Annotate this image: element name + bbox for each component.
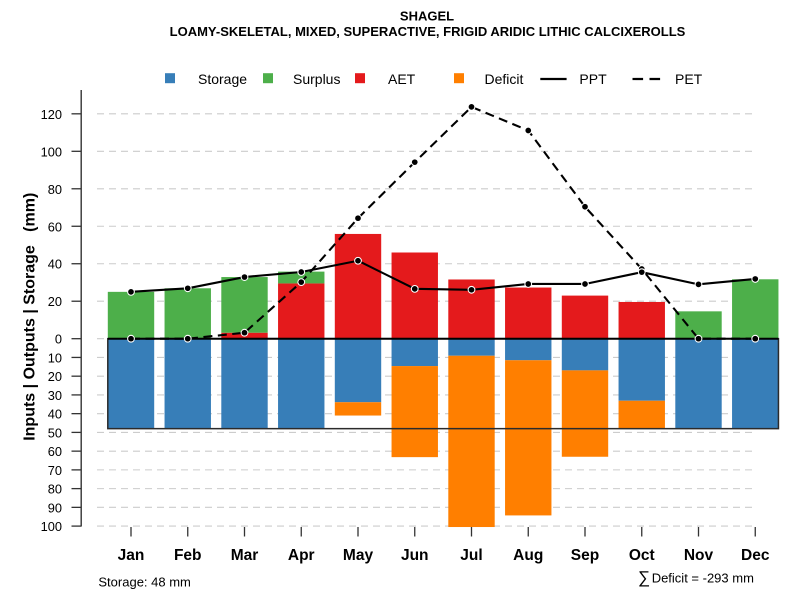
svg-text:Apr: Apr [288,547,315,564]
svg-text:90: 90 [48,500,62,515]
svg-text:0: 0 [55,332,62,347]
svg-text:Sep: Sep [571,547,599,564]
svg-text:Deficit = -293 mm: Deficit = -293 mm [652,570,754,585]
svg-text:Aug: Aug [513,547,543,564]
svg-text:Feb: Feb [174,547,202,564]
svg-text:40: 40 [48,407,62,422]
svg-text:LOAMY-SKELETAL, MIXED, SUPERAC: LOAMY-SKELETAL, MIXED, SUPERACTIVE, FRIG… [170,24,686,39]
svg-text:20: 20 [48,369,62,384]
svg-text:Jul: Jul [460,547,482,564]
svg-text:Jan: Jan [118,547,145,564]
svg-text:Mar: Mar [231,547,259,564]
svg-text:SHAGEL: SHAGEL [400,9,454,24]
svg-text:Oct: Oct [629,547,655,564]
svg-text:20: 20 [48,294,62,309]
svg-text:Deficit: Deficit [485,71,524,87]
svg-text:70: 70 [48,463,62,478]
svg-text:100: 100 [41,519,62,534]
svg-text:80: 80 [48,182,62,197]
svg-text:30: 30 [48,388,62,403]
svg-text:Surplus: Surplus [293,71,340,87]
svg-text:Storage: 48 mm: Storage: 48 mm [98,575,190,590]
svg-text:Nov: Nov [684,547,714,564]
svg-text:Jun: Jun [401,547,429,564]
svg-text:Storage: Storage [198,71,247,87]
svg-text:100: 100 [41,144,62,159]
svg-text:80: 80 [48,482,62,497]
svg-text:60: 60 [48,444,62,459]
svg-text:PPT: PPT [579,71,607,87]
svg-text:AET: AET [388,71,416,87]
svg-text:PET: PET [675,71,703,87]
svg-text:Dec: Dec [741,547,770,564]
svg-text:∑: ∑ [638,568,650,587]
svg-text:50: 50 [48,425,62,440]
svg-text:40: 40 [48,257,62,272]
svg-text:60: 60 [48,219,62,234]
svg-text:120: 120 [41,107,62,122]
svg-text:Inputs | Outputs | Storage (: Inputs | Outputs | Storage (mm) [22,193,39,441]
svg-text:May: May [343,547,374,564]
svg-text:10: 10 [48,350,62,365]
